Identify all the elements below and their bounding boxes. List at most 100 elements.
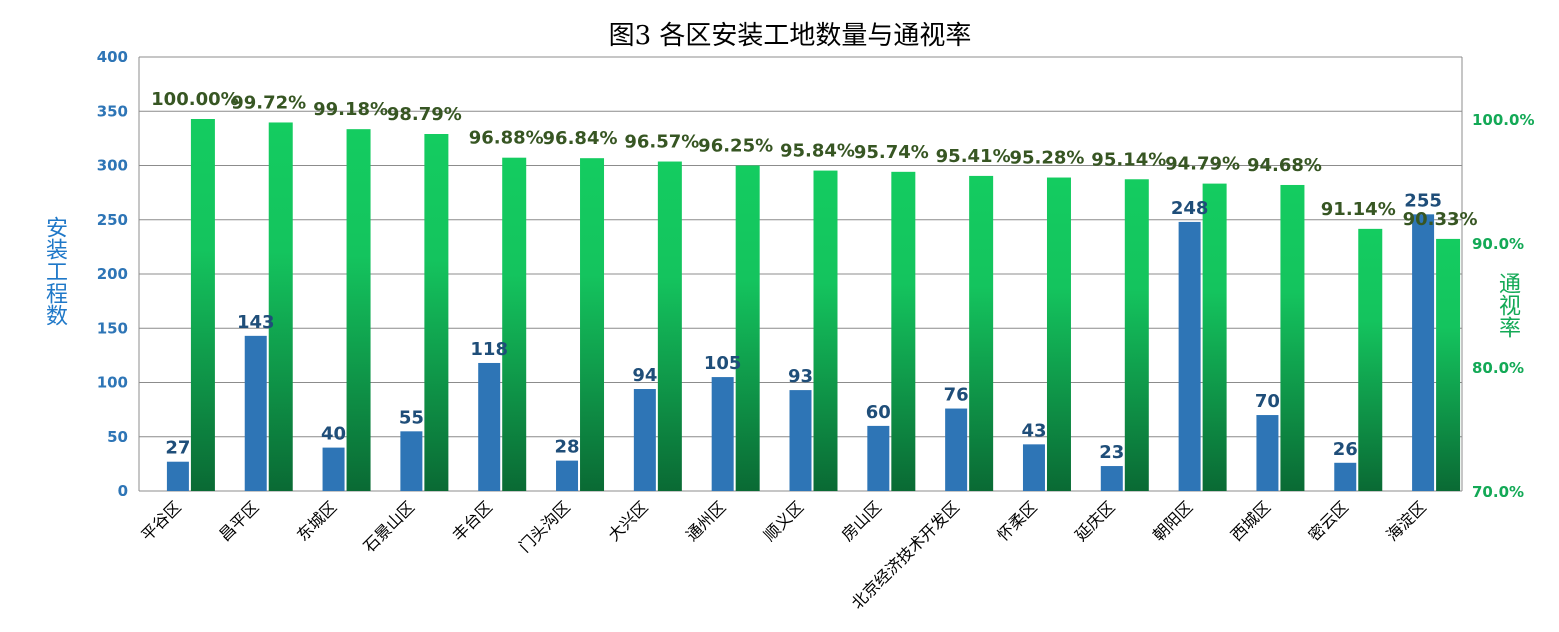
rate-bar	[657, 161, 682, 492]
rate-bar	[346, 129, 371, 491]
rate-data-label: 96.57%	[624, 132, 699, 153]
count-bar	[400, 431, 423, 491]
rate-data-label: 95.74%	[854, 142, 929, 163]
count-bar	[1256, 415, 1279, 491]
category-label: 密云区	[1305, 497, 1352, 544]
category-label: 昌平区	[215, 497, 262, 544]
category-label: 石景山区	[360, 497, 419, 556]
count-bar	[1334, 462, 1357, 491]
rate-data-label: 91.14%	[1321, 199, 1396, 220]
count-bar	[1100, 466, 1123, 491]
rate-bar	[424, 134, 449, 491]
count-data-label: 26	[1333, 439, 1358, 460]
rate-data-label: 95.28%	[1009, 148, 1084, 169]
count-bar	[478, 362, 501, 491]
category-label: 通州区	[682, 497, 729, 544]
count-data-label: 118	[470, 339, 508, 360]
rate-bar	[268, 122, 293, 492]
category-label: 朝阳区	[1149, 497, 1196, 544]
rate-data-label: 96.25%	[698, 136, 773, 157]
rate-bar	[1046, 177, 1071, 491]
left-axis-title: 安装工程数	[42, 216, 67, 326]
rate-bar	[1280, 184, 1305, 491]
right-tick-label: 70.0%	[1472, 483, 1524, 501]
rate-bar	[813, 170, 838, 492]
category-label: 延庆区	[1071, 497, 1118, 544]
rate-data-label: 95.41%	[936, 146, 1011, 167]
left-tick-label: 100	[97, 374, 128, 392]
count-data-label: 28	[554, 437, 579, 458]
count-data-label: 94	[632, 365, 657, 386]
left-tick-label: 350	[97, 102, 128, 120]
left-tick-label: 400	[97, 48, 128, 66]
rate-bar	[1358, 228, 1383, 491]
rate-data-label: 99.72%	[231, 92, 306, 113]
count-data-label: 40	[321, 424, 346, 445]
count-data-label: 255	[1404, 190, 1442, 211]
left-tick-label: 0	[118, 482, 128, 500]
chart-title: 图3 各区安装工地数量与通视率	[609, 21, 972, 51]
left-tick-label: 150	[97, 319, 128, 337]
count-data-label: 248	[1171, 198, 1209, 219]
count-bar	[789, 390, 812, 491]
count-data-label: 55	[399, 407, 424, 428]
rate-bar	[1202, 183, 1227, 491]
category-label: 顺义区	[760, 497, 807, 544]
count-data-label: 93	[788, 366, 813, 387]
left-tick-label: 200	[97, 265, 128, 283]
count-data-label: 23	[1099, 442, 1124, 463]
count-bar	[1178, 221, 1201, 492]
category-label: 房山区	[838, 497, 885, 544]
rate-data-label: 94.68%	[1247, 155, 1322, 176]
category-label: 西城区	[1227, 497, 1274, 544]
category-label: 海淀区	[1383, 497, 1430, 544]
count-data-label: 76	[944, 385, 969, 406]
rate-data-label: 95.14%	[1091, 149, 1166, 170]
rate-bar	[580, 158, 605, 491]
right-tick-label: 100.0%	[1472, 111, 1534, 129]
rate-data-label: 96.84%	[543, 128, 618, 149]
rate-bar	[1124, 179, 1149, 491]
count-bar	[244, 335, 267, 491]
category-label: 东城区	[293, 497, 340, 544]
category-label: 平谷区	[137, 497, 184, 544]
rate-data-label: 94.79%	[1165, 154, 1240, 175]
rate-bar	[735, 165, 760, 491]
left-tick-label: 50	[107, 428, 128, 446]
rate-bar	[502, 157, 527, 492]
count-data-label: 105	[704, 353, 742, 374]
rate-data-label: 90.33%	[1403, 209, 1478, 230]
count-bar	[1022, 444, 1045, 491]
category-label: 丰台区	[449, 497, 496, 544]
count-bar	[633, 389, 656, 491]
count-bar	[166, 461, 189, 491]
count-bar	[867, 425, 890, 491]
rate-data-label: 100.00%	[151, 89, 239, 110]
right-tick-label: 80.0%	[1472, 359, 1524, 377]
right-axis-title: 通视率	[1495, 272, 1520, 338]
count-bar	[945, 408, 968, 491]
rate-bar	[190, 119, 215, 491]
category-label: 门头沟区	[515, 497, 574, 556]
rate-data-label: 99.18%	[313, 99, 388, 120]
count-data-label: 60	[866, 402, 891, 423]
count-data-label: 70	[1255, 391, 1280, 412]
right-tick-label: 90.0%	[1472, 235, 1524, 253]
category-label: 大兴区	[604, 497, 651, 544]
count-bar	[322, 447, 345, 491]
count-data-label: 27	[165, 438, 190, 459]
left-tick-label: 250	[97, 211, 128, 229]
rate-data-label: 96.88%	[469, 128, 544, 149]
rate-data-label: 98.79%	[387, 104, 462, 125]
rate-bar	[891, 171, 916, 491]
count-bar	[1412, 214, 1435, 491]
rate-data-label: 95.84%	[780, 141, 855, 162]
left-tick-label: 300	[97, 157, 128, 175]
count-data-label: 143	[237, 312, 275, 333]
count-bar	[556, 460, 579, 491]
count-bar	[711, 377, 734, 491]
rate-bar	[969, 175, 994, 491]
count-data-label: 43	[1021, 420, 1046, 441]
